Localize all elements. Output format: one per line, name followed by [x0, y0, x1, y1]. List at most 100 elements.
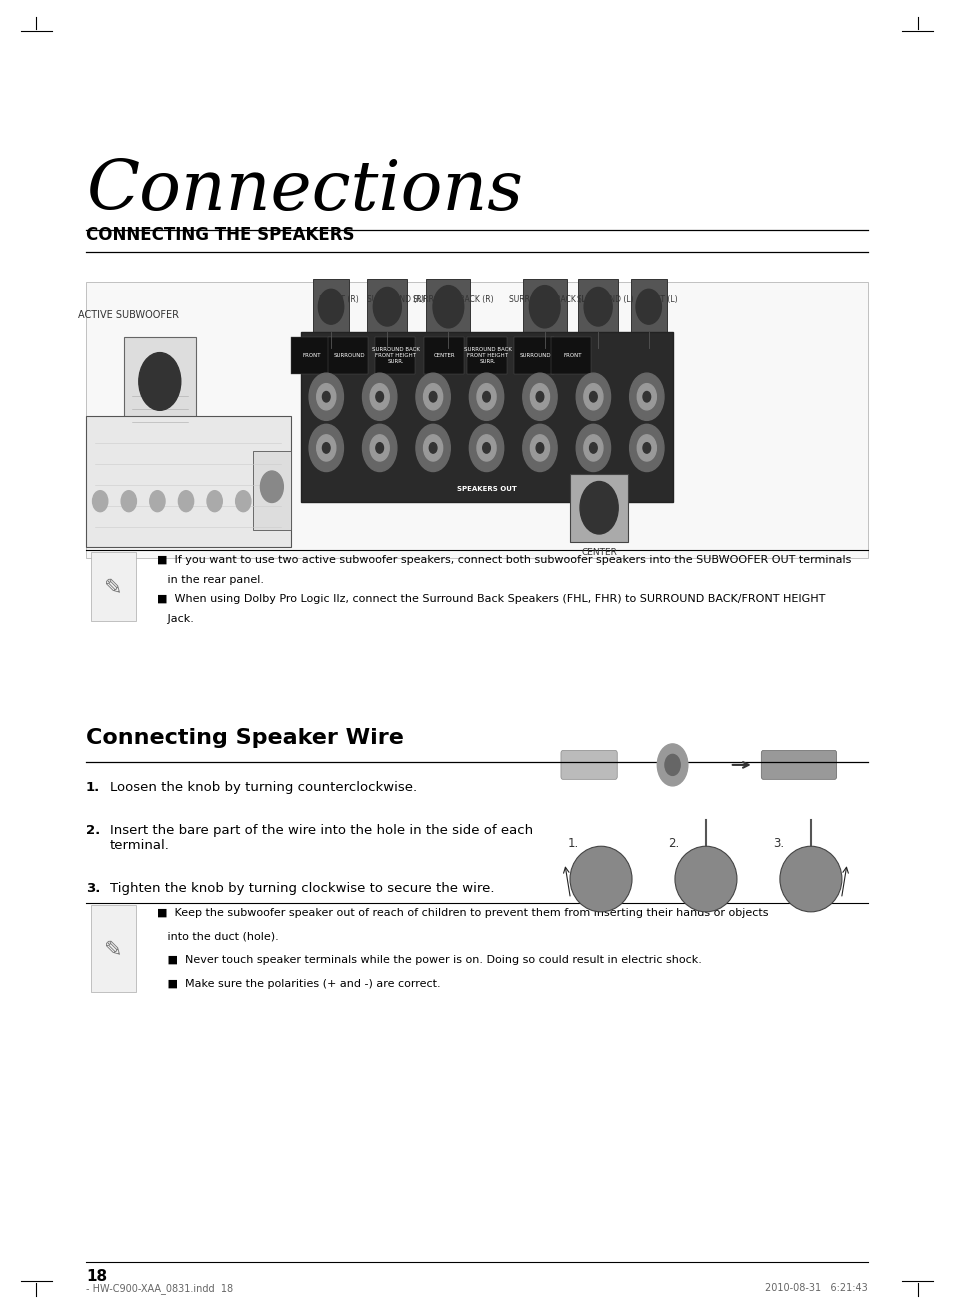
Circle shape [150, 491, 165, 512]
FancyBboxPatch shape [91, 905, 136, 992]
Circle shape [576, 424, 610, 471]
Text: Insert the bare part of the wire into the hole in the side of each
terminal.: Insert the bare part of the wire into th… [110, 824, 533, 851]
Text: SURROUND BACK (R): SURROUND BACK (R) [413, 295, 493, 304]
Text: 3.: 3. [86, 882, 100, 895]
Circle shape [576, 373, 610, 420]
FancyBboxPatch shape [86, 282, 867, 558]
Circle shape [476, 383, 496, 409]
FancyBboxPatch shape [423, 337, 463, 374]
Circle shape [416, 373, 450, 420]
Circle shape [429, 391, 436, 401]
Circle shape [423, 434, 442, 461]
Text: FRONT (L): FRONT (L) [639, 295, 677, 304]
Circle shape [322, 442, 330, 453]
Circle shape [476, 434, 496, 461]
Circle shape [322, 391, 330, 401]
Text: 18: 18 [86, 1269, 107, 1283]
FancyBboxPatch shape [124, 337, 195, 436]
Circle shape [370, 434, 389, 461]
Text: 1.: 1. [567, 837, 578, 850]
Circle shape [589, 442, 597, 453]
Circle shape [482, 391, 490, 401]
Text: 2010-08-31   6:21:43: 2010-08-31 6:21:43 [764, 1283, 867, 1294]
Circle shape [375, 391, 383, 401]
FancyBboxPatch shape [86, 416, 291, 547]
Circle shape [642, 391, 650, 401]
Text: - HW-C900-XAA_0831.indd  18: - HW-C900-XAA_0831.indd 18 [86, 1283, 233, 1294]
Text: ■  When using Dolby Pro Logic IIz, connect the Surround Back Speakers (FHL, FHR): ■ When using Dolby Pro Logic IIz, connec… [157, 594, 825, 605]
Text: SW: SW [150, 377, 170, 387]
Circle shape [362, 373, 396, 420]
FancyBboxPatch shape [253, 451, 291, 530]
FancyBboxPatch shape [514, 337, 554, 374]
Text: ✎: ✎ [104, 939, 123, 960]
Circle shape [637, 383, 656, 409]
FancyBboxPatch shape [760, 750, 836, 779]
Text: in the rear panel.: in the rear panel. [157, 575, 264, 585]
Circle shape [536, 391, 543, 401]
FancyBboxPatch shape [570, 474, 627, 542]
Circle shape [664, 754, 679, 775]
Circle shape [482, 442, 490, 453]
Text: FRONT: FRONT [302, 353, 321, 358]
FancyBboxPatch shape [522, 279, 566, 348]
FancyBboxPatch shape [328, 337, 368, 374]
FancyBboxPatch shape [630, 279, 666, 348]
Text: Jack.: Jack. [157, 614, 194, 625]
Text: SURROUND: SURROUND [333, 353, 365, 358]
Text: CENTER: CENTER [580, 548, 617, 558]
Ellipse shape [779, 846, 841, 912]
FancyBboxPatch shape [300, 332, 672, 502]
Text: SL: SL [592, 302, 603, 311]
Circle shape [536, 442, 543, 453]
Circle shape [522, 373, 557, 420]
Circle shape [370, 383, 389, 409]
Text: SURROUND BACK (L): SURROUND BACK (L) [508, 295, 588, 304]
Circle shape [583, 287, 612, 325]
FancyBboxPatch shape [375, 337, 415, 374]
Text: SURROUND: SURROUND [518, 353, 551, 358]
Circle shape [309, 373, 343, 420]
Circle shape [260, 471, 283, 502]
Text: CENTER: CENTER [434, 353, 455, 358]
Text: Connecting Speaker Wire: Connecting Speaker Wire [86, 728, 403, 748]
Circle shape [637, 434, 656, 461]
Circle shape [530, 383, 549, 409]
Text: SBR: SBR [438, 302, 457, 311]
Text: C: C [593, 500, 604, 516]
Text: ■  Keep the subwoofer speaker out of reach of children to prevent them from inse: ■ Keep the subwoofer speaker out of reac… [157, 908, 768, 918]
Ellipse shape [674, 846, 737, 912]
FancyBboxPatch shape [560, 750, 617, 779]
Circle shape [316, 383, 335, 409]
Text: ■  Make sure the polarities (+ and -) are correct.: ■ Make sure the polarities (+ and -) are… [157, 979, 440, 989]
Circle shape [629, 424, 663, 471]
Circle shape [429, 442, 436, 453]
Text: Connections: Connections [86, 157, 522, 224]
Text: 3.: 3. [772, 837, 783, 850]
Circle shape [530, 434, 549, 461]
Text: SURROUND BACK
FRONT HEIGHT
SURR.: SURROUND BACK FRONT HEIGHT SURR. [463, 348, 511, 363]
Circle shape [583, 434, 602, 461]
Circle shape [373, 287, 401, 325]
Text: SURROUND BACK
FRONT HEIGHT
SURR.: SURROUND BACK FRONT HEIGHT SURR. [372, 348, 419, 363]
Text: FRONT: FRONT [562, 353, 581, 358]
Circle shape [579, 482, 618, 534]
FancyBboxPatch shape [91, 552, 136, 621]
Circle shape [469, 373, 503, 420]
Text: Loosen the knob by turning counterclockwise.: Loosen the knob by turning counterclockw… [110, 781, 416, 794]
Text: SR: SR [380, 302, 394, 311]
Circle shape [316, 434, 335, 461]
Text: ■  If you want to use two active subwoofer speakers, connect both subwoofer spea: ■ If you want to use two active subwoofe… [157, 555, 851, 565]
Text: SBL: SBL [536, 302, 553, 311]
FancyBboxPatch shape [291, 337, 331, 374]
Text: CONNECTING THE SPEAKERS: CONNECTING THE SPEAKERS [86, 226, 354, 244]
Circle shape [139, 353, 181, 411]
Circle shape [657, 744, 687, 786]
FancyBboxPatch shape [426, 279, 470, 348]
Circle shape [121, 491, 136, 512]
Circle shape [92, 491, 108, 512]
Circle shape [589, 391, 597, 401]
Text: ■  Never touch speaker terminals while the power is on. Doing so could result in: ■ Never touch speaker terminals while th… [157, 955, 701, 966]
Circle shape [235, 491, 251, 512]
Ellipse shape [570, 846, 632, 912]
